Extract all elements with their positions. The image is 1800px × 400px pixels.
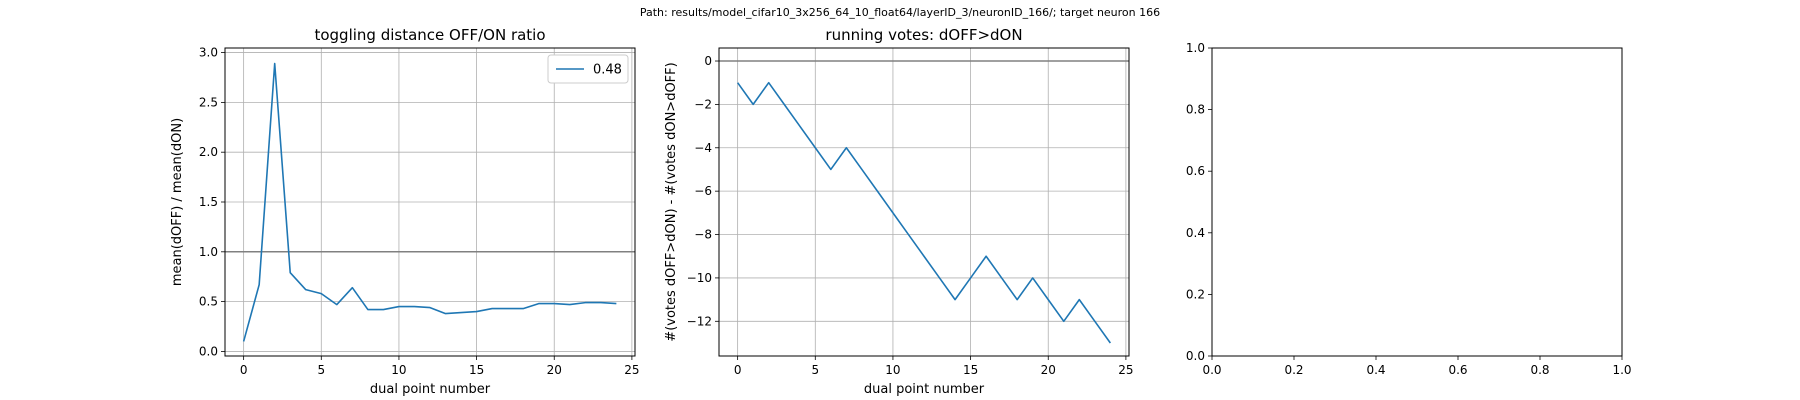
y-tick-label: −12 (687, 314, 712, 328)
x-tick-label: 20 (547, 363, 562, 377)
y-tick-label: 0.0 (199, 344, 218, 358)
y-tick-label: 0 (704, 54, 712, 68)
y-tick-label: 2.0 (199, 145, 218, 159)
x-tick-label: 15 (963, 363, 978, 377)
y-tick-label: 0.4 (1186, 226, 1205, 240)
x-axis-label: dual point number (370, 382, 491, 397)
y-tick-label: 3.0 (199, 46, 218, 60)
x-tick-label: 0 (240, 363, 248, 377)
y-tick-label: −10 (687, 271, 712, 285)
chart-title: toggling distance OFF/ON ratio (314, 26, 545, 44)
y-tick-label: 0.5 (199, 295, 218, 309)
chart-3: 0.0 0.2 0.4 0.6 0.8 1.0 0.0 0.2 0.4 0.6 0.8 1.0 (1186, 41, 1632, 377)
x-tick-label: 25 (1118, 363, 1133, 377)
y-tick-label: 1.0 (1186, 41, 1205, 55)
y-axis-label: #(votes dOFF>dON) - #(votes dON>dOFF) (664, 62, 679, 341)
x-tick-label: 0.2 (1284, 363, 1303, 377)
legend-label: 0.48 (593, 63, 622, 78)
y-tick-label: 1.0 (199, 245, 218, 259)
x-tick-label: 0.0 (1202, 363, 1221, 377)
x-tick-label: 0.4 (1366, 363, 1385, 377)
x-tick-label: 25 (624, 363, 639, 377)
x-tick-label: 0 (734, 363, 742, 377)
chart-2: 0 5 10 15 20 25 0 −2 −4 −6 −8 −10 −12 running votes: … (664, 26, 1134, 397)
y-tick-label: 0.2 (1186, 287, 1205, 301)
y-tick-label: −6 (694, 184, 712, 198)
x-tick-label: 0.8 (1530, 363, 1549, 377)
axes-frame (718, 47, 1130, 357)
y-tick-label: 0.8 (1186, 103, 1205, 117)
y-tick-label: 0.0 (1186, 349, 1205, 363)
axes-frame (1211, 47, 1623, 357)
figure-suptitle: Path: results/model_cifar10_3x256_64_10_… (639, 6, 1161, 19)
x-tick-label: 10 (885, 363, 900, 377)
chart-1: 0 5 10 15 20 25 0.0 0.5 1.0 1.5 2.0 2.5 3.0 toggling … (170, 26, 640, 397)
x-tick-label: 5 (811, 363, 819, 377)
chart-title: running votes: dOFF>dON (825, 26, 1022, 44)
x-tick-label: 10 (391, 363, 406, 377)
y-tick-label: −4 (694, 141, 712, 155)
legend: 0.48 (547, 54, 629, 84)
y-axis-label: mean(dOFF) / mean(dON) (170, 118, 185, 286)
x-tick-label: 0.6 (1448, 363, 1467, 377)
x-tick-label: 1.0 (1612, 363, 1631, 377)
y-tick-label: 0.6 (1186, 164, 1205, 178)
y-tick-label: 1.5 (199, 195, 218, 209)
x-tick-label: 15 (469, 363, 484, 377)
x-tick-label: 20 (1041, 363, 1056, 377)
series-line-1 (242, 62, 617, 342)
y-tick-label: 2.5 (199, 95, 218, 109)
legend-box (547, 54, 629, 84)
y-tick-label: −2 (694, 97, 712, 111)
x-tick-label: 5 (317, 363, 325, 377)
y-tick-label: −8 (694, 228, 712, 242)
x-axis-label: dual point number (864, 382, 985, 397)
series-line-1 (736, 81, 1112, 344)
